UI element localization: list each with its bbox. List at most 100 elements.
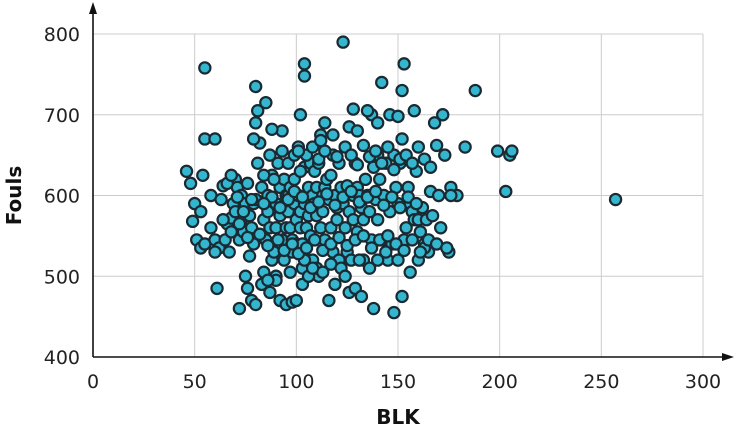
data-point [194,204,208,219]
x-axis-arrow [722,353,734,361]
data-point [405,233,419,247]
data-point [291,144,306,158]
data-point [297,69,312,83]
data-point [263,148,277,162]
data-point [216,213,230,227]
data-point [427,116,442,130]
x-tick-label: 200 [482,371,518,393]
data-point [299,241,314,255]
x-tick-label: 250 [583,371,619,393]
y-tick-label: 700 [44,105,80,127]
data-point [413,225,428,239]
data-point [328,198,342,212]
data-point [370,253,385,267]
data-point [259,95,273,110]
data-point [330,213,344,227]
data-point [356,138,371,153]
data-point [204,221,218,235]
data-point [440,241,454,255]
data-point [403,265,417,279]
data-point [362,261,377,275]
data-point [289,293,304,308]
axes [89,2,734,361]
data-point [350,158,365,172]
data-point [240,281,255,296]
data-point [224,225,238,239]
data-point [314,133,328,148]
data-point [375,75,389,90]
data-point [358,172,373,187]
data-point [242,249,257,263]
data-point [230,190,245,204]
data-point [360,104,375,118]
data-point [362,204,377,219]
data-point [344,148,358,162]
data-point [364,241,379,255]
data-point [208,132,222,146]
data-point [350,124,365,138]
y-axis-label: Fouls [2,166,26,226]
data-point [238,269,253,283]
data-point [385,190,399,204]
data-point [271,233,285,247]
data-point [293,108,308,122]
data-point [320,187,334,201]
data-point [261,273,275,287]
x-axis-label: BLK [376,405,421,429]
data-point [285,237,299,251]
data-point [275,144,289,158]
tick-labels: 0 50 100 150 200 250 300 400 500 600 700 800 [44,24,721,393]
data-point [248,297,263,312]
data-point [236,204,251,219]
data-point [338,269,352,283]
data-point [395,83,409,98]
data-point [387,162,401,177]
data-point [265,122,279,136]
data-point [336,35,350,49]
data-point [179,164,194,178]
data-point [326,128,340,142]
data-point [251,104,265,118]
data-point [297,57,312,71]
data-point [499,184,513,199]
data-point [395,289,409,304]
data-point [444,188,458,203]
data-point [411,140,426,154]
data-point [222,245,236,259]
data-points [179,35,623,320]
data-point [330,150,344,164]
data-point [307,233,322,247]
data-point [425,208,440,223]
data-point [322,293,336,308]
x-tick-label: 300 [685,371,721,393]
data-point [413,245,428,259]
data-point [490,144,505,158]
data-point [232,301,247,316]
data-point [379,245,393,259]
x-tick-label: 50 [183,371,207,393]
data-point [405,156,419,170]
data-point [395,132,409,146]
data-point [257,196,271,211]
data-point [356,229,371,243]
data-point [368,184,383,199]
data-point [267,172,281,187]
data-point [344,184,358,199]
x-tick-label: 100 [278,371,314,393]
y-tick-label: 500 [44,266,80,288]
data-point [375,156,389,170]
data-point [352,253,367,267]
data-point [338,221,352,235]
data-point [377,198,391,212]
data-point [368,144,383,158]
data-point [328,277,342,292]
data-point [210,281,224,296]
data-point [214,192,228,207]
data-point [397,243,411,258]
data-point [381,140,395,154]
data-point [295,190,310,204]
data-point [429,138,444,153]
data-point [248,79,263,94]
data-point [232,217,247,231]
